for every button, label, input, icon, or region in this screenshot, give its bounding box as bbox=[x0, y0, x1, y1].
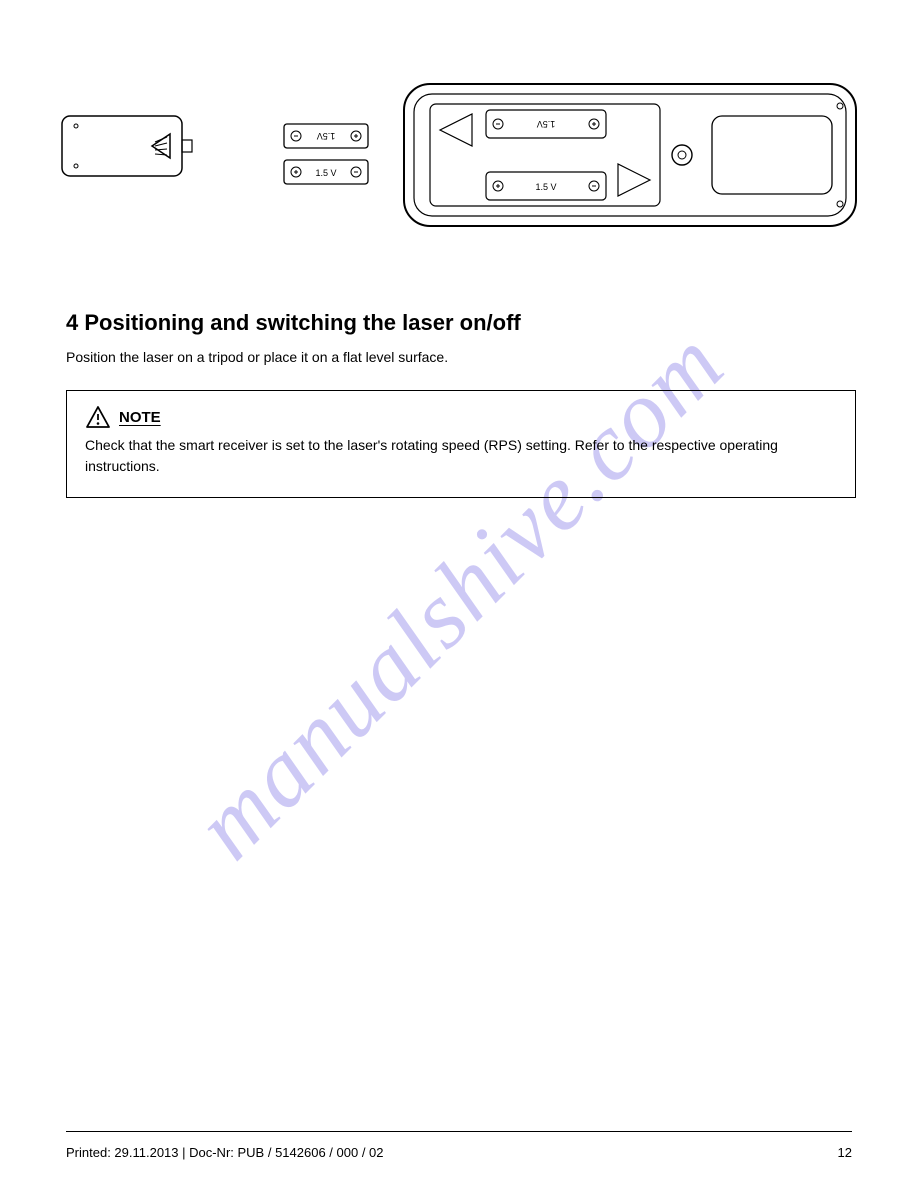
intro-paragraph: Position the laser on a tripod or place … bbox=[66, 348, 856, 367]
body-battery-top-label: 1.5V bbox=[537, 119, 556, 129]
section-heading: 4 Positioning and switching the laser on… bbox=[66, 310, 521, 336]
battery-cover-illustration bbox=[60, 110, 210, 190]
note-label: NOTE bbox=[119, 407, 161, 430]
battery-top-label: 1.5V bbox=[317, 131, 336, 141]
batteries-illustration: 1.5V 1.5 V bbox=[280, 120, 380, 200]
device-body-illustration: 1.5V 1.5 V bbox=[400, 80, 860, 230]
footer-rule bbox=[66, 1131, 852, 1132]
section-number: 4 bbox=[66, 310, 78, 335]
footer-right-page-number: 12 bbox=[838, 1145, 852, 1160]
note-box: NOTE Check that the smart receiver is se… bbox=[66, 390, 856, 498]
illustration-row: 1.5V 1.5 V bbox=[60, 80, 860, 240]
section-title: Positioning and switching the laser on/o… bbox=[84, 310, 520, 335]
battery-bottom-label: 1.5 V bbox=[315, 168, 336, 178]
warning-icon bbox=[85, 405, 111, 429]
body-battery-bottom-label: 1.5 V bbox=[535, 182, 556, 192]
note-body: Check that the smart receiver is set to … bbox=[85, 435, 837, 477]
footer-left: Printed: 29.11.2013 | Doc-Nr: PUB / 5142… bbox=[66, 1145, 384, 1160]
